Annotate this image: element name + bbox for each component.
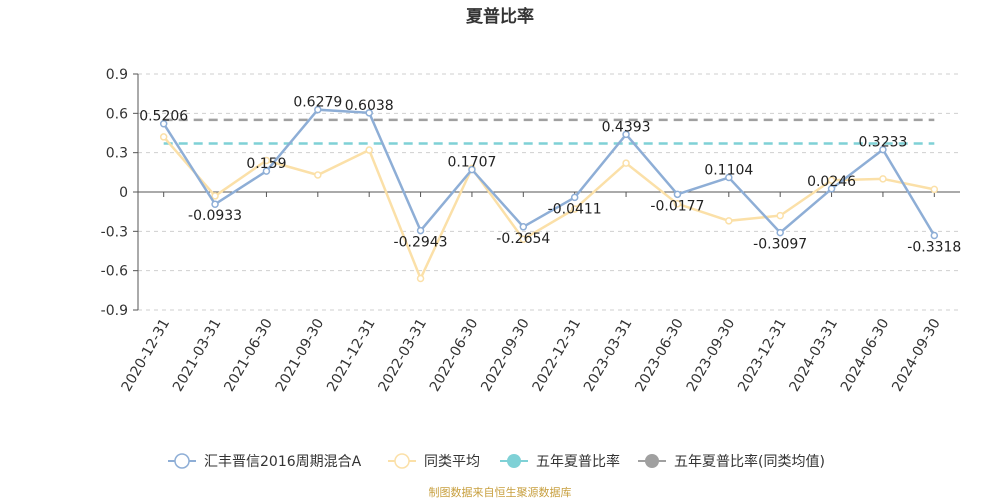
y-tick-label: 0.9 [106, 67, 128, 83]
data-label: 0.6279 [293, 95, 342, 111]
data-point [673, 190, 682, 199]
y-tick-label: 0.6 [106, 106, 128, 122]
grid-lines [138, 73, 960, 311]
y-tick-label: -0.9 [101, 303, 128, 319]
x-tick-label: 2024-09-30 [889, 316, 944, 394]
legend-item[interactable]: 五年夏普比率(同类均值) [638, 453, 825, 470]
data-point [725, 217, 733, 225]
data-label: -0.3318 [907, 240, 961, 256]
data-point [725, 173, 733, 182]
x-tick-label: 2020-12-31 [119, 316, 174, 394]
data-point [570, 193, 579, 202]
x-tick-label: 2021-03-31 [170, 316, 225, 394]
reference-lines [163, 118, 935, 145]
x-tick-label: 2022-03-31 [375, 316, 430, 394]
data-point [673, 200, 682, 208]
data-label: 0.5206 [139, 109, 188, 125]
data-label: 0.6038 [345, 98, 394, 114]
data-label: 0.159 [246, 156, 286, 172]
data-label: -0.0933 [188, 208, 242, 224]
data-point [468, 165, 476, 174]
legend-item[interactable]: 汇丰晋信2016周期混合A [168, 453, 362, 470]
data-point [930, 231, 939, 240]
legend-label: 汇丰晋信2016周期混合A [204, 454, 362, 470]
data-point [827, 185, 836, 193]
data-point [159, 119, 168, 128]
data-point [776, 211, 784, 220]
x-tick-label: 2022-12-31 [530, 316, 585, 394]
x-tick-label: 2024-06-30 [838, 316, 893, 394]
data-point [262, 156, 271, 165]
legend-swatch-marker [507, 454, 521, 468]
data-point [879, 145, 887, 154]
series-line [162, 108, 936, 237]
x-tick-label: 2023-03-31 [581, 316, 636, 394]
x-tick-label: 2022-06-30 [427, 316, 482, 394]
x-tick-label: 2021-12-31 [324, 316, 379, 394]
data-label: -0.2654 [496, 231, 550, 247]
legend-swatch-marker [174, 453, 190, 469]
data-label: -0.0411 [548, 201, 602, 217]
source-note: 制图数据来自恒生聚源数据库 [429, 485, 572, 499]
legend-item[interactable]: 五年夏普比率 [500, 453, 620, 470]
data-label: 0.4393 [602, 119, 651, 135]
data-point [365, 146, 373, 154]
data-label: -0.2943 [394, 235, 448, 251]
legend[interactable]: 汇丰晋信2016周期混合A 同类平均 五年夏普比率 五年夏普比率(同类均值) [168, 453, 825, 470]
data-point [879, 175, 887, 183]
data-label: 0.0246 [807, 174, 856, 190]
legend-label: 五年夏普比率 [536, 453, 620, 470]
legend-swatch-marker [645, 454, 659, 468]
y-axis: 0.9 0.6 0.3 0 -0.3 -0.6 -0.9 [101, 67, 139, 319]
data-point [211, 192, 219, 200]
data-point [365, 109, 373, 117]
y-tick-label: -0.6 [101, 264, 128, 280]
x-tick-label: 2024-03-31 [786, 316, 841, 394]
y-tick-label: 0.3 [106, 146, 128, 162]
data-label: 0.1707 [447, 155, 496, 171]
data-label: 0.1104 [704, 163, 753, 179]
x-tick-label: 2023-06-30 [632, 316, 687, 394]
data-point [416, 274, 425, 283]
data-point [262, 167, 271, 175]
data-point [776, 228, 784, 237]
x-tick-label: 2021-06-30 [221, 316, 276, 394]
data-point [622, 159, 630, 167]
x-tick-label: 2022-09-30 [478, 316, 533, 394]
data-label: -0.3097 [753, 237, 807, 253]
data-point [211, 200, 219, 208]
x-axis: 2020-12-312021-03-312021-06-302021-09-30… [119, 191, 960, 394]
data-point [159, 133, 168, 141]
data-point [519, 235, 528, 243]
series-lines [159, 105, 939, 283]
data-point [314, 171, 322, 179]
data-point [827, 176, 836, 184]
legend-swatch-marker [394, 453, 410, 469]
legend-label: 五年夏普比率(同类均值) [674, 453, 825, 470]
legend-label: 同类平均 [424, 454, 480, 470]
y-tick-label: 0 [119, 185, 128, 201]
chart-title: 夏普比率 [466, 6, 534, 27]
data-point [416, 226, 425, 235]
legend-item[interactable]: 同类平均 [388, 453, 480, 470]
data-point [622, 130, 630, 139]
data-labels: 0.5206 -0.0933 0.159 0.6279 0.6038 -0.2943 0.1… [139, 95, 961, 256]
data-point [570, 205, 579, 213]
x-tick-label: 2023-09-30 [684, 316, 739, 394]
data-point [314, 105, 322, 114]
x-tick-label: 2021-09-30 [273, 316, 328, 394]
x-tick-label: 2023-12-31 [735, 316, 790, 394]
series-line [162, 136, 935, 282]
data-label: 0.3233 [858, 135, 907, 151]
data-point [519, 223, 528, 231]
y-tick-label: -0.3 [101, 224, 128, 240]
data-point [930, 185, 939, 194]
data-label: -0.0177 [650, 198, 704, 214]
